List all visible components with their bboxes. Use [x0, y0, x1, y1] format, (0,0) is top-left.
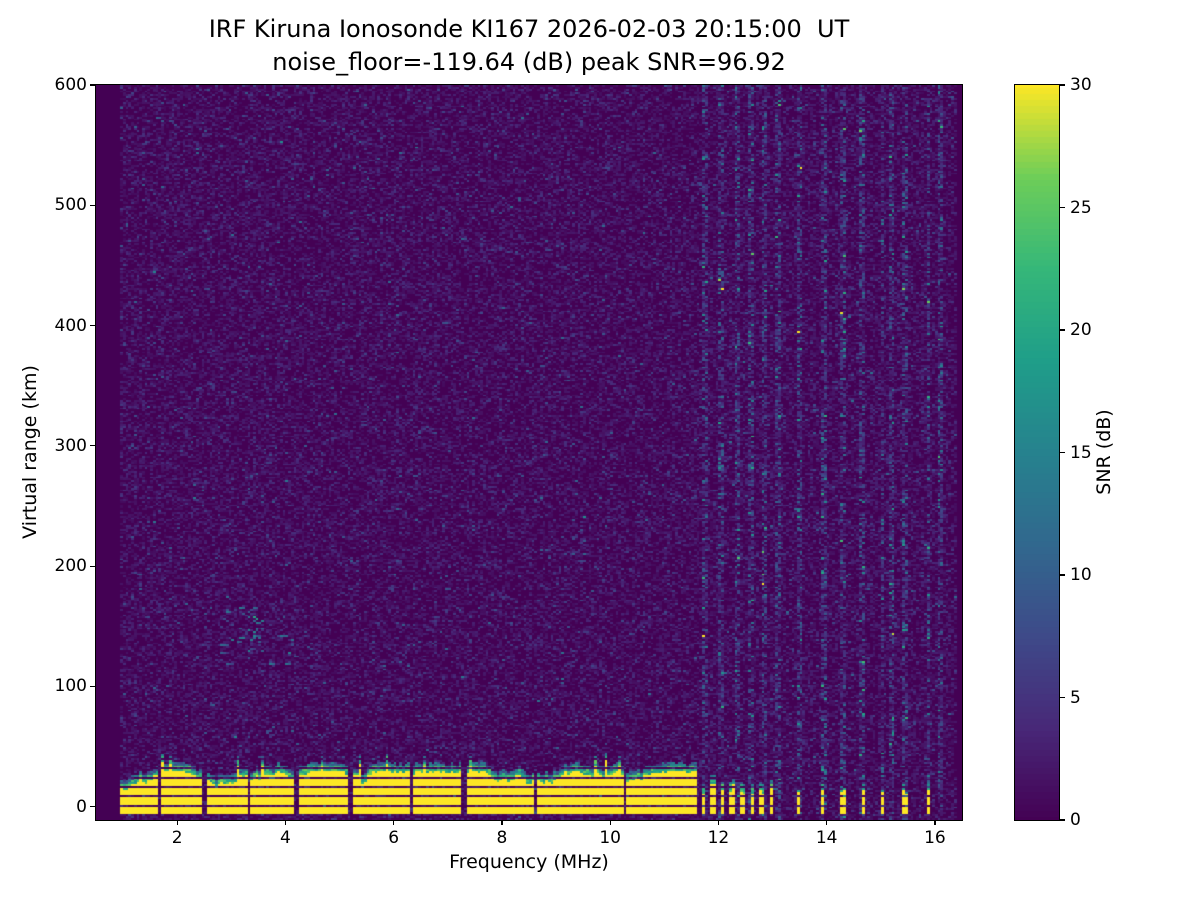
ionogram-heatmap [96, 85, 962, 820]
colorbar-tick-mark [1060, 329, 1065, 331]
plot-axes-border [95, 84, 963, 821]
y-tick-label: 600 [54, 75, 87, 95]
colorbar-tick-label: 20 [1070, 320, 1092, 340]
colorbar-tick-mark [1060, 819, 1065, 821]
y-tick-label: 100 [54, 676, 87, 697]
colorbar-border [1014, 84, 1060, 821]
y-tick-label: 300 [54, 435, 87, 456]
x-tick-label: 8 [496, 828, 508, 848]
y-tick-label: 400 [54, 315, 87, 336]
y-tick-label: 500 [54, 195, 87, 216]
chart-title: IRF Kiruna Ionosonde KI167 2026-02-03 20… [208, 15, 850, 43]
colorbar-tick-mark [1060, 206, 1065, 209]
x-axis-label: Frequency (MHz) [449, 851, 609, 873]
y-tick-label: 0 [76, 796, 87, 817]
colorbar-gradient [1015, 85, 1059, 820]
colorbar-tick-mark [1060, 84, 1065, 86]
colorbar-tick-label: 10 [1070, 565, 1092, 585]
colorbar-tick-label: 30 [1070, 75, 1092, 95]
chart-subtitle: noise_floor=-119.64 (dB) peak SNR=96.92 [272, 48, 786, 76]
x-tick-label: 6 [388, 828, 400, 848]
colorbar-tick-mark [1060, 574, 1065, 576]
colorbar-tick-mark [1060, 451, 1065, 454]
x-tick-label: 16 [924, 828, 946, 848]
x-tick-label: 14 [815, 828, 838, 848]
colorbar-label: SNR (dB) [1093, 409, 1115, 495]
colorbar-tick-mark [1060, 696, 1065, 699]
y-tick-label: 200 [54, 556, 87, 577]
x-tick-label: 4 [280, 828, 291, 848]
y-axis-label: Virtual range (km) [19, 365, 41, 539]
x-tick-label: 10 [599, 828, 621, 848]
x-tick-label: 12 [707, 828, 730, 848]
x-tick-label: 2 [171, 828, 183, 848]
colorbar-tick-label: 25 [1070, 197, 1092, 218]
colorbar-tick-label: 0 [1070, 810, 1081, 830]
colorbar-tick-label: 5 [1070, 687, 1081, 708]
